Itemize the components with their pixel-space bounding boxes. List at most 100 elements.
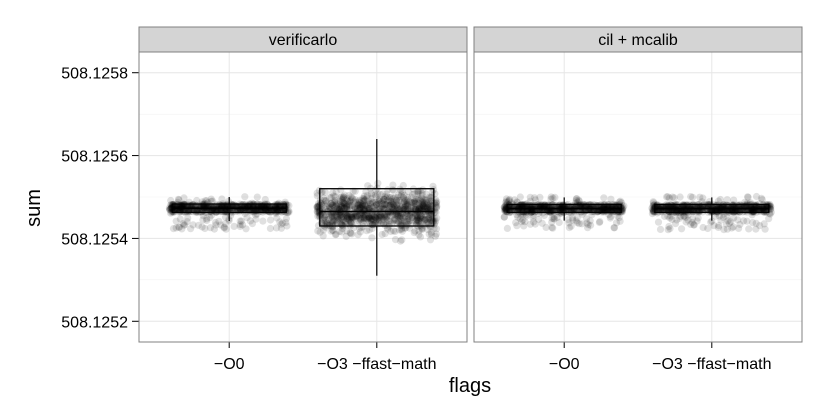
- data-point: [322, 212, 330, 220]
- data-point: [330, 212, 338, 220]
- data-point: [272, 224, 281, 232]
- data-point: [174, 195, 182, 203]
- data-point: [420, 221, 428, 229]
- data-point: [597, 201, 605, 209]
- data-point: [338, 193, 346, 201]
- data-point: [401, 212, 409, 220]
- data-point: [416, 210, 424, 218]
- data-point: [427, 228, 435, 236]
- data-point: [530, 205, 538, 214]
- data-point: [360, 195, 368, 203]
- data-point: [419, 198, 427, 206]
- data-point: [414, 217, 422, 226]
- data-point: [620, 202, 628, 210]
- data-point: [217, 221, 225, 229]
- data-point: [327, 213, 335, 221]
- data-point: [382, 204, 390, 212]
- data-point: [176, 207, 184, 215]
- data-point: [410, 196, 418, 204]
- data-point: [356, 201, 364, 209]
- data-point: [180, 221, 188, 229]
- data-point: [380, 212, 389, 220]
- data-point: [381, 211, 389, 219]
- data-point: [333, 202, 341, 210]
- data-point: [526, 202, 534, 210]
- data-point: [406, 221, 415, 229]
- data-point: [257, 201, 265, 209]
- data-point: [327, 227, 335, 235]
- data-point: [370, 203, 378, 211]
- data-point: [221, 207, 229, 215]
- data-point: [368, 204, 376, 212]
- data-point: [363, 191, 371, 199]
- data-point: [245, 203, 253, 211]
- data-point: [573, 219, 581, 227]
- data-point: [417, 202, 425, 211]
- data-point: [323, 199, 331, 207]
- data-point: [342, 214, 350, 222]
- data-point: [375, 200, 383, 208]
- data-point: [329, 226, 337, 234]
- data-point: [243, 214, 251, 222]
- data-point: [369, 199, 377, 207]
- data-point: [335, 212, 343, 220]
- data-point: [433, 214, 441, 222]
- data-point: [432, 199, 440, 207]
- data-point: [546, 204, 554, 212]
- data-point: [207, 197, 215, 205]
- data-point: [358, 201, 366, 209]
- data-point: [372, 219, 380, 227]
- data-point: [403, 200, 411, 208]
- data-point: [392, 216, 400, 224]
- data-point: [351, 196, 360, 204]
- data-point: [416, 196, 424, 204]
- data-point: [213, 201, 221, 209]
- data-point: [181, 201, 189, 209]
- data-point: [381, 200, 389, 209]
- data-point: [519, 201, 527, 209]
- data-point: [415, 195, 423, 203]
- data-point: [367, 199, 375, 208]
- data-point: [218, 195, 226, 203]
- data-point: [412, 205, 420, 213]
- data-point: [176, 215, 184, 223]
- data-point: [215, 217, 223, 225]
- data-point: [343, 215, 351, 223]
- data-point: [761, 225, 769, 233]
- data-point: [266, 224, 274, 233]
- data-point: [333, 211, 341, 220]
- data-point: [363, 227, 371, 235]
- data-point: [280, 207, 288, 215]
- data-point: [348, 230, 356, 238]
- data-point: [419, 201, 428, 209]
- data-point: [385, 217, 393, 225]
- data-point: [373, 211, 381, 220]
- data-point: [356, 203, 364, 211]
- data-point: [313, 203, 321, 211]
- data-point: [331, 203, 339, 211]
- data-point: [285, 207, 293, 215]
- data-point: [607, 213, 615, 221]
- data-point: [404, 212, 412, 220]
- data-point: [426, 200, 434, 208]
- data-point: [343, 202, 351, 210]
- data-point: [365, 205, 373, 213]
- data-point: [252, 211, 260, 219]
- data-point: [329, 202, 338, 210]
- data-point: [391, 202, 399, 210]
- data-point: [360, 200, 368, 209]
- data-point: [249, 207, 257, 215]
- data-point: [425, 230, 433, 238]
- data-point: [335, 204, 343, 212]
- data-point: [360, 214, 368, 222]
- data-point: [413, 219, 421, 227]
- data-point: [328, 213, 336, 221]
- data-point: [362, 215, 371, 223]
- data-point: [398, 203, 406, 211]
- data-point: [178, 201, 186, 209]
- data-point: [282, 215, 290, 223]
- boxplot: [171, 197, 287, 222]
- data-point: [203, 215, 211, 223]
- data-point: [199, 216, 207, 224]
